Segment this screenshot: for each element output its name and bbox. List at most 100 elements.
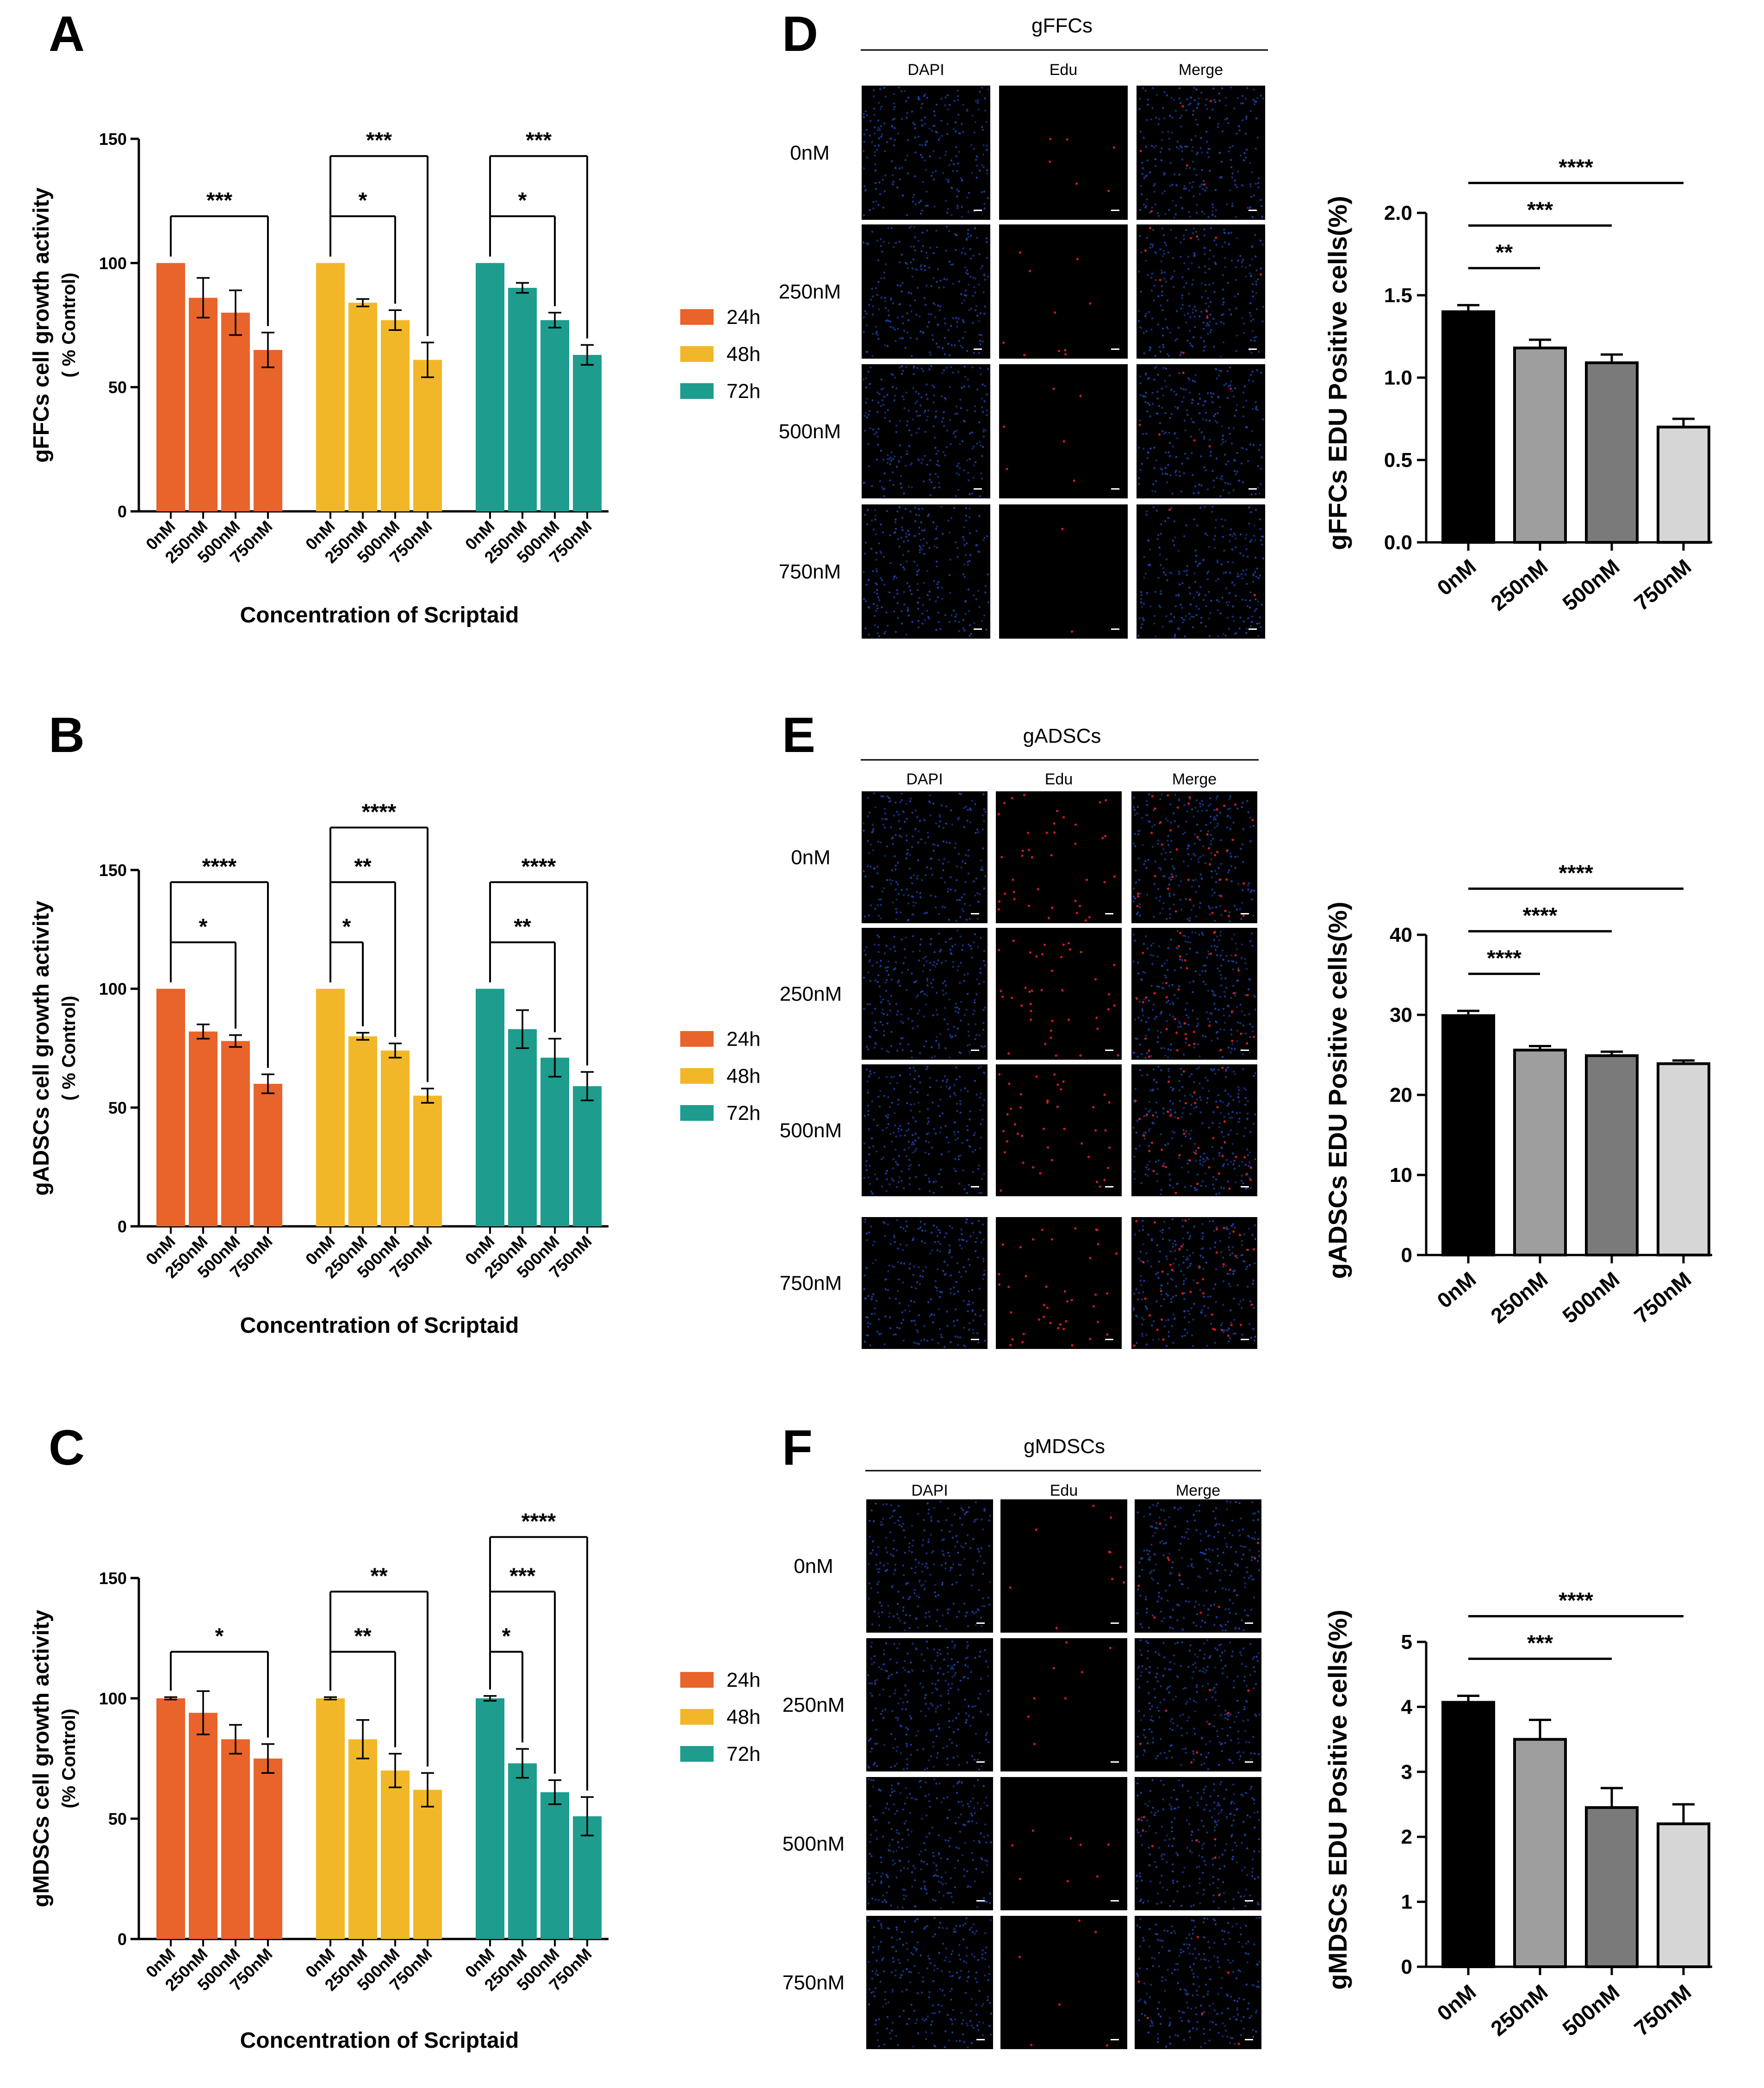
dapi-nucleus xyxy=(880,1158,883,1160)
dapi-nucleus xyxy=(894,834,897,836)
bar xyxy=(540,1792,569,1939)
dapi-nucleus xyxy=(974,1149,976,1151)
dapi-nucleus xyxy=(912,935,914,938)
dapi-nucleus xyxy=(1212,282,1215,285)
dapi-nucleus xyxy=(1161,1284,1163,1287)
dapi-nucleus xyxy=(1255,308,1258,311)
dapi-nucleus xyxy=(1139,382,1142,385)
dapi-nucleus xyxy=(945,1081,948,1083)
edu-nucleus xyxy=(1171,876,1174,878)
dapi-nucleus xyxy=(1148,377,1150,379)
dapi-nucleus xyxy=(898,1302,901,1305)
dapi-nucleus xyxy=(1143,577,1145,579)
dapi-nucleus xyxy=(941,1112,944,1115)
dapi-nucleus xyxy=(951,371,954,374)
dapi-nucleus xyxy=(963,299,966,302)
dapi-nucleus xyxy=(1236,1112,1238,1114)
dapi-nucleus xyxy=(1132,895,1135,898)
dapi-nucleus xyxy=(914,236,916,238)
edu-nucleus xyxy=(1071,1344,1074,1347)
edu-nucleus xyxy=(1178,1154,1181,1156)
dapi-nucleus xyxy=(1166,839,1169,842)
dapi-nucleus xyxy=(946,1264,949,1267)
dapi-nucleus xyxy=(1254,1262,1256,1265)
dapi-nucleus xyxy=(865,1164,867,1167)
dapi-nucleus xyxy=(1210,392,1212,394)
scale-bar xyxy=(1248,488,1257,490)
dapi-nucleus xyxy=(969,1044,971,1046)
edu-nucleus xyxy=(1050,1029,1052,1032)
dapi-nucleus xyxy=(918,201,920,204)
dapi-nucleus xyxy=(1163,432,1166,435)
edu-nucleus xyxy=(1136,997,1138,1000)
dapi-nucleus xyxy=(930,481,933,484)
dapi-nucleus xyxy=(1174,213,1177,216)
legend-label: 72h xyxy=(727,1102,760,1125)
dapi-nucleus xyxy=(920,838,922,840)
dapi-nucleus xyxy=(930,313,932,316)
dapi-nucleus xyxy=(864,600,867,603)
dapi-nucleus xyxy=(924,619,926,621)
scale-bar xyxy=(1111,488,1119,490)
dapi-nucleus xyxy=(896,810,898,813)
significance-label: **** xyxy=(522,1509,556,1534)
dapi-nucleus xyxy=(1159,350,1162,353)
dapi-nucleus xyxy=(1176,437,1179,440)
panel-label: E xyxy=(782,707,815,763)
dapi-nucleus xyxy=(1155,635,1157,638)
dapi-nucleus xyxy=(884,1288,887,1291)
edu-nucleus xyxy=(1167,887,1169,890)
dapi-nucleus xyxy=(1187,936,1190,938)
bar xyxy=(189,298,217,511)
dapi-nucleus xyxy=(932,978,935,981)
dapi-nucleus xyxy=(895,1003,898,1005)
dapi-nucleus xyxy=(1227,122,1230,124)
dapi-nucleus xyxy=(1219,612,1222,615)
edu-nucleus xyxy=(1062,440,1065,443)
dapi-nucleus xyxy=(933,394,935,397)
dapi-nucleus xyxy=(1193,87,1195,89)
dapi-nucleus xyxy=(1138,483,1140,485)
dapi-nucleus xyxy=(873,867,876,870)
dapi-nucleus xyxy=(1244,1097,1247,1099)
edu-nucleus xyxy=(1196,1182,1199,1185)
dapi-nucleus xyxy=(1248,1013,1250,1015)
dapi-nucleus xyxy=(1191,452,1193,454)
dapi-nucleus xyxy=(1232,1223,1234,1225)
dapi-nucleus xyxy=(1170,873,1173,876)
dapi-nucleus xyxy=(880,577,882,579)
dapi-nucleus xyxy=(966,350,969,352)
dapi-nucleus xyxy=(919,896,922,899)
dapi-nucleus xyxy=(924,1223,926,1225)
edu-nucleus xyxy=(1223,804,1226,807)
dapi-nucleus xyxy=(918,959,920,962)
bar xyxy=(221,1041,250,1226)
dapi-nucleus xyxy=(1208,1090,1210,1092)
dapi-nucleus xyxy=(967,236,970,238)
dapi-nucleus xyxy=(980,1241,983,1244)
dapi-nucleus xyxy=(897,1127,900,1130)
dapi-nucleus xyxy=(1174,820,1176,822)
dapi-nucleus xyxy=(974,1080,976,1082)
dapi-nucleus xyxy=(894,967,897,969)
dapi-nucleus xyxy=(933,178,935,181)
dapi-nucleus xyxy=(1255,100,1257,103)
dapi-nucleus xyxy=(1234,1332,1236,1335)
dapi-nucleus xyxy=(1162,625,1164,628)
dapi-nucleus xyxy=(1207,1296,1209,1298)
dapi-nucleus xyxy=(921,103,923,105)
dapi-nucleus xyxy=(1148,1168,1150,1170)
dapi-nucleus xyxy=(1234,1048,1236,1050)
dapi-nucleus xyxy=(924,116,926,119)
dapi-nucleus xyxy=(1209,169,1211,172)
dapi-nucleus xyxy=(1142,1243,1144,1245)
dapi-nucleus xyxy=(890,1045,893,1047)
dapi-nucleus xyxy=(890,373,893,375)
edu-nucleus xyxy=(1094,1293,1097,1296)
dapi-nucleus xyxy=(1156,391,1159,393)
dapi-nucleus xyxy=(913,373,915,375)
edu-nucleus xyxy=(1153,992,1156,995)
dapi-nucleus xyxy=(1248,311,1251,314)
